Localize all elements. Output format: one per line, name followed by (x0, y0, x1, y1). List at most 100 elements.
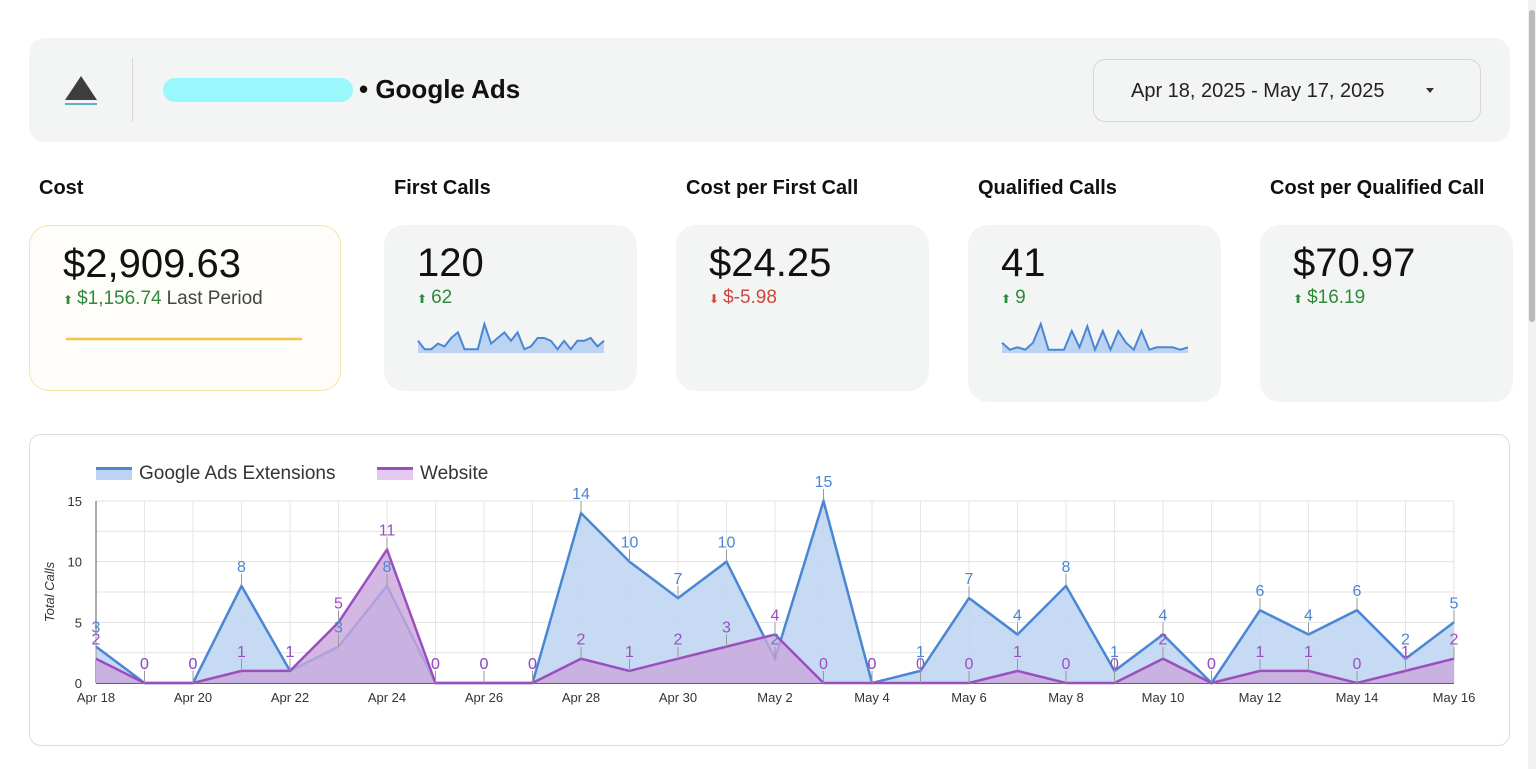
data-label-website: 3 (722, 620, 731, 637)
calls-chart-panel: Google Ads Extensions Website 0 5 10 15 Tota… (29, 434, 1510, 746)
redacted-account-name (163, 78, 353, 102)
kpi-label-cost-per-qualified-call: Cost per Qualified Call (1270, 177, 1485, 199)
data-label-website: 11 (379, 523, 396, 540)
data-label-website: 2 (1450, 632, 1459, 649)
kpi-label-cost-per-first-call: Cost per First Call (686, 177, 859, 199)
report-header: • Google Ads Apr 18, 2025 - May 17, 2025 (29, 38, 1510, 142)
page-title: • Google Ads (359, 74, 521, 104)
data-label-website: 0 (1207, 656, 1216, 673)
kpi-label-first-calls: First Calls (394, 177, 491, 199)
y-axis-title: Total Calls (42, 561, 57, 622)
scrollbar-thumb[interactable] (1529, 10, 1535, 322)
scrollbar[interactable] (1528, 0, 1536, 769)
kpi-delta: ⬆ 9 (1001, 287, 1026, 309)
x-tick-label: May 6 (951, 690, 986, 705)
data-label-website: 0 (431, 656, 440, 673)
kpi-label-qualified-calls: Qualified Calls (978, 177, 1117, 199)
data-label-google-ads: 5 (1450, 595, 1459, 612)
x-tick-label: Apr 30 (659, 690, 697, 705)
arrow-down-icon: ⬇ (709, 292, 720, 306)
data-label-google-ads: 1 (916, 644, 925, 661)
x-tick-label: May 10 (1142, 690, 1185, 705)
data-label-website: 0 (819, 656, 828, 673)
data-label-website: 2 (1159, 632, 1168, 649)
data-label-website: 1 (625, 644, 634, 661)
x-tick-label: Apr 18 (77, 690, 115, 705)
caret-down-icon (1426, 88, 1434, 93)
x-tick-label: Apr 28 (562, 690, 600, 705)
header-divider (132, 58, 133, 122)
kpi-card-cost-per-first-call[interactable]: $24.25 ⬇ $-5.98 (676, 225, 929, 391)
data-label-website: 1 (1256, 644, 1265, 661)
arrow-up-icon: ⬆ (1001, 292, 1012, 306)
kpi-delta-value: $16.19 (1307, 287, 1366, 308)
data-label-website: 0 (189, 656, 198, 673)
data-label-website: 0 (868, 656, 877, 673)
date-range-text: Apr 18, 2025 - May 17, 2025 (1131, 80, 1385, 102)
data-label-website: 1 (1401, 644, 1410, 661)
y-tick-label: 5 (75, 615, 82, 630)
legend-swatch-icon (377, 467, 413, 480)
logo-triangle-icon (65, 76, 97, 105)
sparkline-line (1001, 321, 1189, 353)
qualified-calls-sparkline (1001, 321, 1189, 353)
data-label-website: 1 (237, 644, 246, 661)
data-label-google-ads: 2 (771, 632, 780, 649)
data-label-website: 0 (140, 656, 149, 673)
x-tick-label: May 12 (1239, 690, 1282, 705)
x-tick-label: Apr 26 (465, 690, 503, 705)
kpi-delta-value: 9 (1015, 287, 1026, 308)
kpi-label-cost: Cost (39, 177, 84, 199)
data-label-google-ads: 0 (1207, 656, 1216, 673)
kpi-card-cost[interactable]: $2,909.63 ⬆ $1,156.74 Last Period (29, 225, 341, 391)
kpi-delta: ⬇ $-5.98 (709, 287, 777, 309)
arrow-up-icon: ⬆ (1293, 292, 1304, 306)
arrow-up-icon: ⬆ (417, 292, 428, 306)
kpi-card-cost-per-qualified-call[interactable]: $70.97 ⬆ $16.19 (1260, 225, 1513, 402)
arrow-up-icon: ⬆ (63, 293, 74, 307)
data-label-website: 1 (1013, 644, 1022, 661)
date-range-picker[interactable]: Apr 18, 2025 - May 17, 2025 (1093, 59, 1481, 122)
legend-label: Website (420, 463, 489, 484)
data-label-google-ads: 2 (1401, 632, 1410, 649)
x-tick-label: May 2 (757, 690, 792, 705)
legend-label: Google Ads Extensions (139, 463, 336, 484)
data-label-google-ads: 1 (286, 644, 295, 661)
data-label-google-ads: 4 (1013, 607, 1022, 624)
x-tick-label: May 14 (1336, 690, 1379, 705)
kpi-value: 120 (417, 241, 484, 285)
x-tick-label: Apr 22 (271, 690, 309, 705)
kpi-delta: ⬆ $1,156.74 Last Period (63, 288, 263, 310)
data-label-google-ads: 0 (140, 656, 149, 673)
kpi-delta-value: 62 (431, 287, 453, 308)
data-label-google-ads: 0 (868, 656, 877, 673)
data-label-google-ads: 7 (965, 571, 974, 588)
x-tick-label: May 8 (1048, 690, 1083, 705)
kpi-value: $2,909.63 (63, 242, 241, 286)
data-label-google-ads: 6 (1256, 583, 1265, 600)
kpi-delta-value: $1,156.74 (77, 288, 162, 309)
kpi-card-qualified-calls[interactable]: 41 ⬆ 9 (968, 225, 1221, 402)
data-label-google-ads: 0 (528, 656, 537, 673)
y-tick-label: 0 (75, 676, 82, 691)
cost-trend-line (66, 337, 302, 341)
data-label-google-ads: 4 (1304, 607, 1313, 624)
kpi-delta-value: $-5.98 (723, 287, 777, 308)
data-label-google-ads: 7 (674, 571, 683, 588)
kpi-value: 41 (1001, 241, 1046, 285)
kpi-value: $70.97 (1293, 241, 1416, 285)
data-label-google-ads: 3 (92, 620, 101, 637)
x-tick-label: May 4 (854, 690, 889, 705)
kpi-delta: ⬆ $16.19 (1293, 287, 1365, 309)
kpi-card-first-calls[interactable]: 120 ⬆ 62 (384, 225, 637, 391)
first-calls-sparkline (417, 321, 605, 353)
data-label-website: 2 (577, 632, 586, 649)
series-area-google-ads (96, 501, 1454, 683)
x-tick-label: May 16 (1433, 690, 1476, 705)
data-label-google-ads: 15 (815, 474, 833, 491)
data-label-google-ads: 8 (383, 559, 392, 576)
data-label-website: 0 (1062, 656, 1071, 673)
data-label-google-ads: 10 (718, 535, 736, 552)
data-label-website: 1 (286, 644, 295, 661)
